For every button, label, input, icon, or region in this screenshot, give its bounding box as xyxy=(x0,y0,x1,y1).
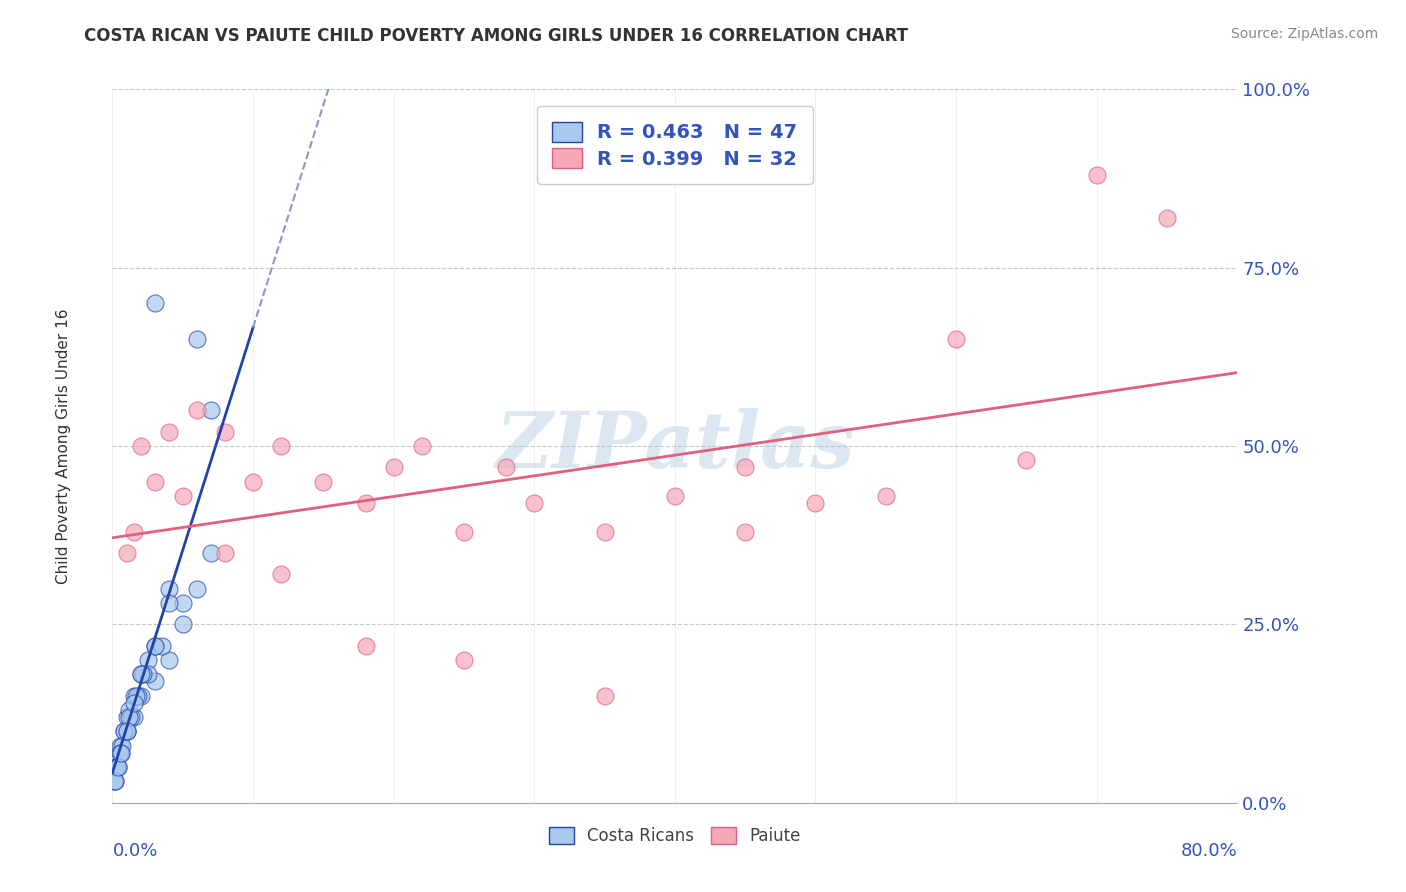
Point xyxy=(523,496,546,510)
Point xyxy=(110,746,132,760)
Point xyxy=(105,760,128,774)
Point xyxy=(122,696,145,710)
Point xyxy=(875,489,897,503)
Point xyxy=(129,667,152,681)
Point xyxy=(200,403,222,417)
Point xyxy=(115,546,138,560)
Point xyxy=(127,689,149,703)
Point xyxy=(118,703,141,717)
Point xyxy=(172,489,194,503)
Point xyxy=(122,689,145,703)
Point xyxy=(157,425,180,439)
Point xyxy=(157,596,180,610)
Point xyxy=(112,724,135,739)
Point xyxy=(120,710,142,724)
Point xyxy=(115,724,138,739)
Point xyxy=(664,489,686,503)
Point xyxy=(107,760,129,774)
Point xyxy=(270,439,292,453)
Point xyxy=(110,746,132,760)
Point xyxy=(593,689,616,703)
Point xyxy=(115,710,138,724)
Point xyxy=(125,689,148,703)
Point xyxy=(122,710,145,724)
Point xyxy=(945,332,967,346)
Point xyxy=(105,760,128,774)
Point xyxy=(186,582,208,596)
Point xyxy=(122,524,145,539)
Point xyxy=(112,724,135,739)
Text: ZIPatlas: ZIPatlas xyxy=(495,408,855,484)
Point xyxy=(214,546,236,560)
Point xyxy=(495,460,517,475)
Point xyxy=(214,425,236,439)
Point xyxy=(143,639,166,653)
Point xyxy=(157,582,180,596)
Text: Source: ZipAtlas.com: Source: ZipAtlas.com xyxy=(1230,27,1378,41)
Point xyxy=(186,332,208,346)
Point xyxy=(143,639,166,653)
Point xyxy=(453,653,475,667)
Text: 0.0%: 0.0% xyxy=(112,842,157,860)
Point xyxy=(804,496,827,510)
Point xyxy=(129,439,152,453)
Point xyxy=(172,596,194,610)
Point xyxy=(129,667,152,681)
Point xyxy=(143,475,166,489)
Point xyxy=(157,653,180,667)
Point xyxy=(1015,453,1038,467)
Point xyxy=(734,524,756,539)
Point xyxy=(111,739,134,753)
Point xyxy=(132,667,155,681)
Text: 80.0%: 80.0% xyxy=(1181,842,1237,860)
Point xyxy=(200,546,222,560)
Point xyxy=(103,774,125,789)
Legend: Costa Ricans, Paiute: Costa Ricans, Paiute xyxy=(543,820,807,852)
Point xyxy=(593,524,616,539)
Point xyxy=(104,774,127,789)
Point xyxy=(108,746,131,760)
Point xyxy=(382,460,405,475)
Point xyxy=(115,724,138,739)
Point xyxy=(1156,211,1178,225)
Point xyxy=(242,475,264,489)
Point xyxy=(108,739,131,753)
Point xyxy=(107,760,129,774)
Point xyxy=(354,639,377,653)
Point xyxy=(186,403,208,417)
Text: Child Poverty Among Girls Under 16: Child Poverty Among Girls Under 16 xyxy=(56,309,70,583)
Point xyxy=(104,760,127,774)
Point xyxy=(136,653,159,667)
Point xyxy=(1085,168,1108,182)
Point xyxy=(150,639,173,653)
Point xyxy=(129,689,152,703)
Point xyxy=(453,524,475,539)
Point xyxy=(312,475,335,489)
Point xyxy=(354,496,377,510)
Point xyxy=(143,674,166,689)
Point xyxy=(104,774,127,789)
Point xyxy=(270,567,292,582)
Point xyxy=(172,617,194,632)
Point xyxy=(734,460,756,475)
Point xyxy=(143,296,166,310)
Point xyxy=(115,724,138,739)
Point xyxy=(411,439,433,453)
Text: COSTA RICAN VS PAIUTE CHILD POVERTY AMONG GIRLS UNDER 16 CORRELATION CHART: COSTA RICAN VS PAIUTE CHILD POVERTY AMON… xyxy=(84,27,908,45)
Point xyxy=(136,667,159,681)
Point xyxy=(118,710,141,724)
